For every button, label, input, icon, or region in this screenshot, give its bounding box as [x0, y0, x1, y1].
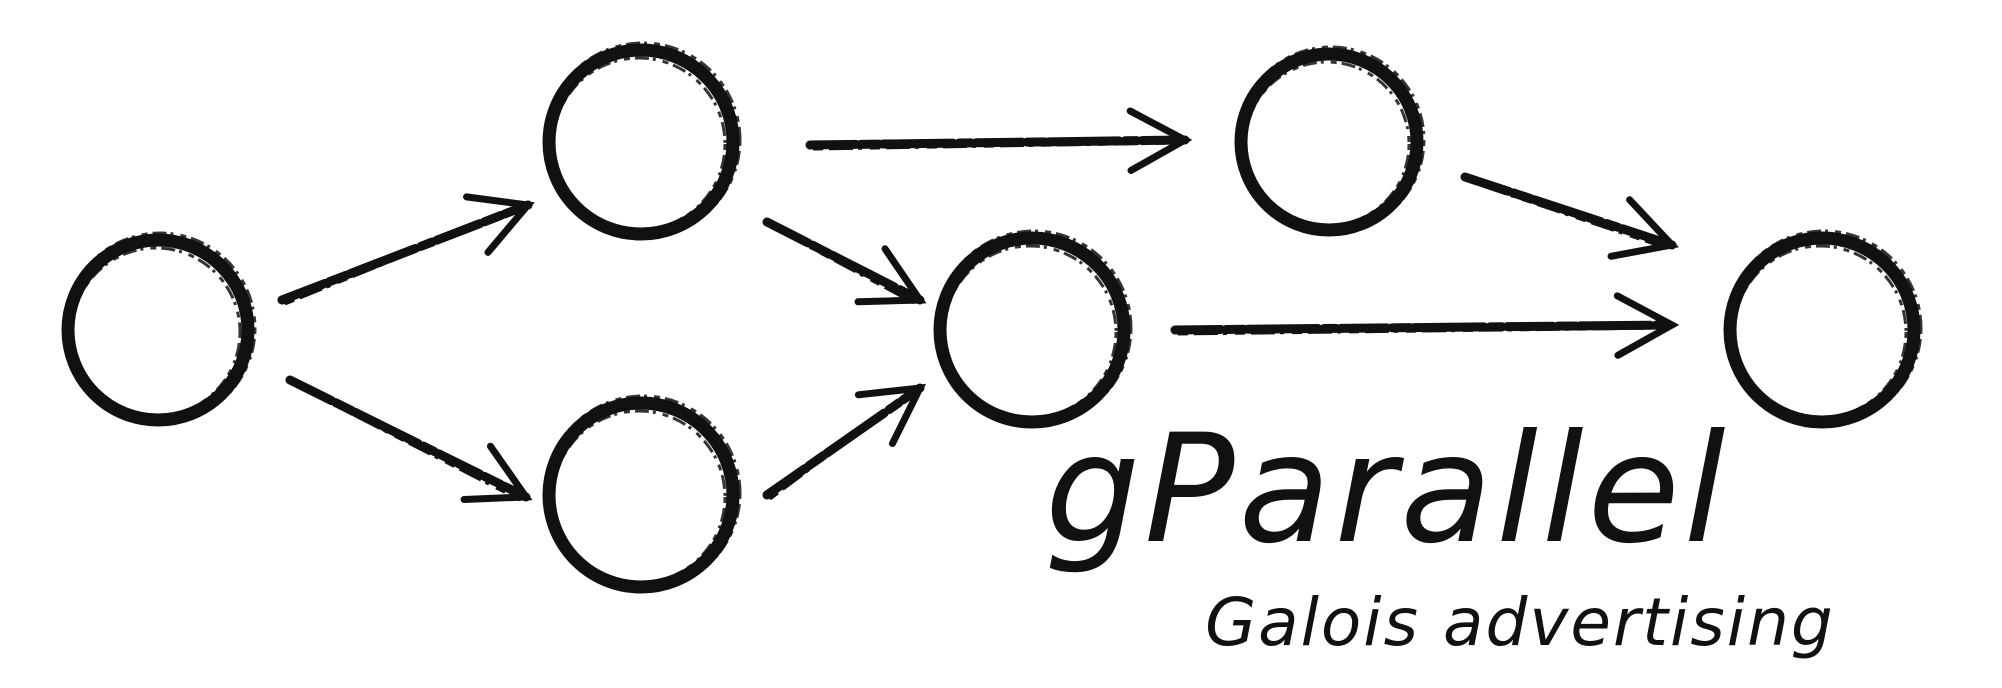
node-circle	[61, 233, 255, 427]
arrowhead	[854, 245, 927, 306]
arrowhead	[460, 442, 533, 503]
edge-shaft	[285, 375, 531, 502]
arrowhead	[1126, 107, 1193, 174]
node-circle-brush-texture	[1236, 45, 1426, 235]
node-circle	[1234, 47, 1424, 237]
node-circle-brush-texture	[70, 246, 242, 418]
node-n2	[542, 41, 742, 241]
arrowhead	[463, 193, 535, 256]
edge-n5-n7	[1460, 172, 1679, 260]
arrowhead	[1613, 292, 1680, 359]
node-circle-brush-texture	[544, 41, 742, 239]
edge-shaft-brush-texture	[1467, 179, 1667, 250]
edge-shaft-brush-texture	[1177, 326, 1667, 336]
edge-shaft-brush-texture	[769, 389, 915, 501]
edge-shaft-brush-texture	[769, 224, 915, 305]
node-circle	[933, 231, 1131, 429]
edge-n2-n5	[805, 107, 1193, 174]
node-n5	[1234, 45, 1426, 237]
edge-n1-n3	[285, 375, 533, 503]
edge-n1-n2	[277, 193, 535, 306]
node-n4	[933, 229, 1133, 429]
edge-n2-n4	[762, 217, 927, 306]
edge-shaft	[762, 217, 925, 305]
logo-subtitle: Galois advertising	[1205, 584, 1835, 661]
node-circle	[542, 43, 740, 241]
edge-shaft	[1170, 320, 1677, 335]
node-circle	[1723, 231, 1921, 429]
edge-shaft-brush-texture	[812, 141, 1180, 151]
arrowhead	[854, 383, 926, 448]
node-circle-brush-texture	[551, 56, 727, 232]
node-circle-brush-texture	[63, 231, 257, 425]
node-circle-brush-texture	[551, 409, 727, 585]
node-circle-brush-texture	[942, 244, 1118, 420]
edge-n3-n4	[762, 383, 926, 501]
node-n3	[542, 394, 742, 594]
node-n7	[1723, 229, 1923, 429]
node-circle-brush-texture	[935, 229, 1133, 427]
edge-n4-n7	[1170, 292, 1680, 359]
edge-shaft	[1460, 172, 1677, 250]
node-circle-brush-texture	[1732, 244, 1908, 420]
arrowhead	[1607, 196, 1679, 260]
node-circle-brush-texture	[1725, 229, 1923, 427]
node-circle	[542, 396, 740, 594]
node-circle-brush-texture	[1243, 60, 1411, 228]
edge-shaft	[805, 135, 1190, 150]
node-n1	[61, 231, 257, 427]
node-circle-brush-texture	[544, 394, 742, 592]
edge-shaft	[762, 383, 925, 500]
logo-title: gParallel	[1045, 403, 1730, 577]
